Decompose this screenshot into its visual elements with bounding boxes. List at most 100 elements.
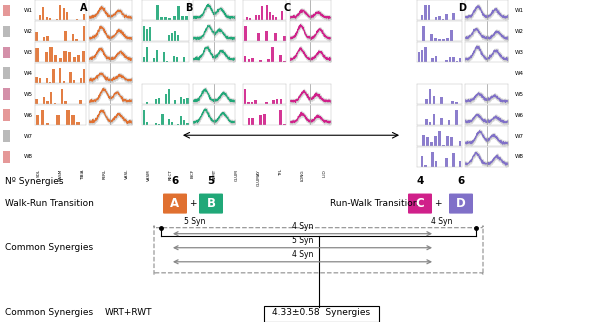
Bar (52, 69, 55, 83)
Bar (248, 60, 250, 62)
Text: W1: W1 (515, 8, 524, 13)
Bar (259, 60, 262, 62)
Bar (424, 47, 427, 62)
Bar (187, 98, 188, 104)
Bar (244, 56, 247, 62)
Text: Common Synergies: Common Synergies (5, 243, 93, 252)
Bar (46, 101, 49, 104)
Bar (35, 48, 39, 62)
Text: W8: W8 (24, 155, 33, 159)
Text: W5: W5 (515, 92, 524, 97)
Text: W2: W2 (24, 29, 33, 34)
Bar (429, 122, 431, 125)
Bar (281, 11, 283, 21)
Bar (280, 99, 282, 104)
Text: W1: W1 (24, 8, 33, 13)
Bar (459, 58, 461, 62)
Bar (448, 120, 450, 125)
Bar (279, 110, 281, 125)
Bar (435, 17, 437, 21)
Text: Nº Synergies: Nº Synergies (5, 177, 64, 186)
Bar (244, 89, 246, 104)
Text: SEMT: SEMT (213, 169, 217, 180)
Bar (62, 8, 65, 21)
Bar (421, 156, 424, 167)
Bar (143, 57, 145, 62)
Bar (269, 12, 271, 21)
Bar (438, 39, 441, 42)
Bar (61, 89, 64, 104)
Bar (76, 19, 79, 21)
Bar (455, 110, 458, 125)
Text: 5 Syn: 5 Syn (184, 217, 205, 226)
Bar (173, 16, 176, 21)
Bar (46, 78, 48, 83)
Bar (43, 98, 45, 104)
Bar (64, 101, 67, 104)
FancyBboxPatch shape (449, 194, 473, 213)
Bar (426, 137, 428, 146)
Text: TIBIA: TIBIA (81, 169, 85, 180)
Bar (79, 99, 82, 104)
Bar (279, 55, 281, 62)
Bar (452, 13, 455, 21)
Bar (54, 55, 57, 62)
Bar (180, 98, 182, 104)
Bar (265, 31, 268, 42)
Bar (59, 5, 61, 21)
Bar (180, 116, 182, 125)
Text: C: C (283, 3, 290, 13)
Bar (77, 55, 80, 62)
Bar (418, 52, 420, 62)
Bar (247, 102, 250, 104)
Text: 4.33±0.58  Synergies: 4.33±0.58 Synergies (272, 308, 370, 317)
Text: W4: W4 (515, 71, 524, 76)
Bar (274, 33, 277, 42)
Bar (164, 17, 167, 21)
Bar (451, 137, 453, 146)
Bar (156, 50, 158, 62)
Bar (248, 118, 250, 125)
Bar (177, 35, 179, 42)
Bar (68, 52, 71, 62)
Text: +: + (189, 199, 197, 208)
Bar (430, 142, 433, 146)
Bar (164, 94, 167, 104)
Bar (71, 115, 75, 125)
Text: Walk-Run Transition: Walk-Run Transition (5, 199, 94, 208)
Bar (422, 26, 425, 42)
Text: LONG: LONG (301, 169, 305, 181)
Bar (452, 153, 455, 167)
Bar (174, 31, 176, 42)
Bar (49, 82, 51, 83)
Bar (59, 58, 62, 62)
Bar (171, 122, 173, 125)
Bar (265, 102, 268, 104)
Bar (171, 33, 173, 42)
Bar (174, 100, 176, 104)
Bar (421, 15, 424, 21)
Bar (64, 51, 67, 62)
Text: BICF: BICF (191, 169, 195, 178)
Text: Run-Walk Transition: Run-Walk Transition (330, 199, 419, 208)
Bar (181, 16, 184, 21)
Text: +: + (434, 199, 442, 208)
Bar (82, 52, 85, 62)
Bar (255, 15, 257, 21)
Bar (442, 19, 444, 21)
Bar (83, 14, 85, 21)
Text: W5: W5 (24, 92, 33, 97)
Bar (155, 123, 157, 125)
Bar (440, 97, 443, 104)
Bar (160, 17, 163, 21)
Bar (276, 99, 278, 104)
Bar (455, 102, 458, 104)
Bar (41, 110, 44, 125)
Text: RECT: RECT (169, 169, 173, 180)
Bar (76, 122, 80, 125)
Bar (422, 135, 425, 146)
Bar (39, 78, 41, 83)
Bar (425, 119, 428, 125)
Bar (52, 20, 55, 21)
Bar (446, 137, 449, 146)
